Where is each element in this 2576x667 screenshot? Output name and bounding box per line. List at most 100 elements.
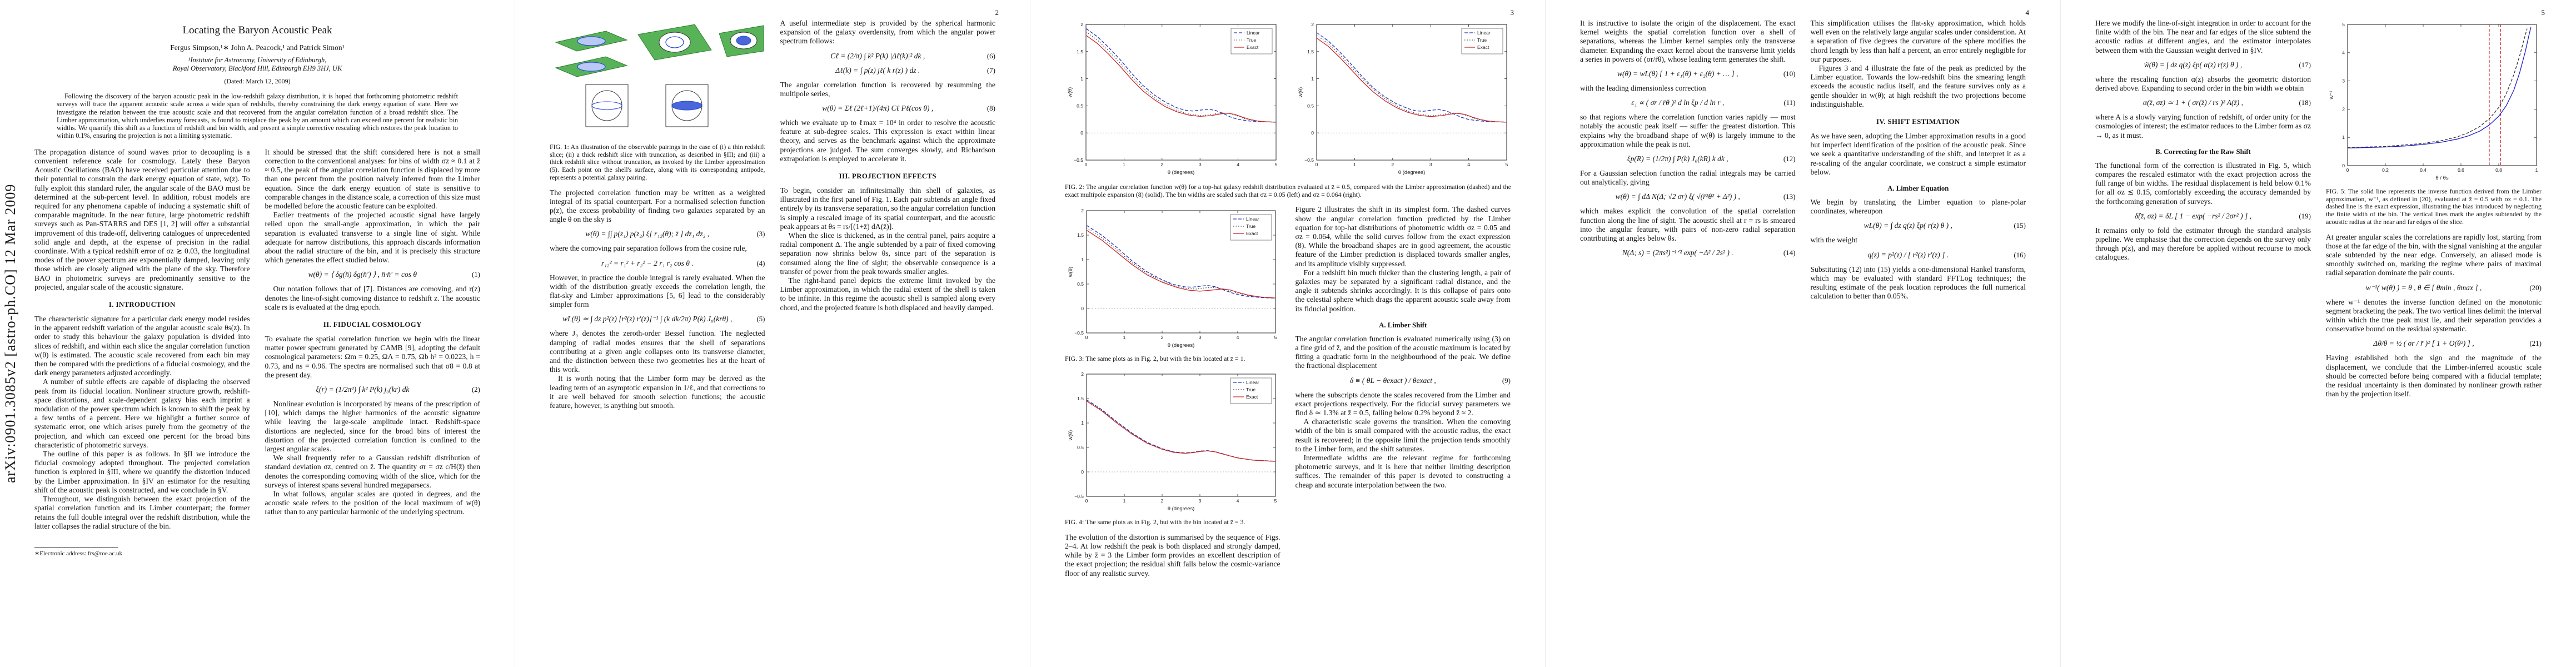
svg-text:True: True [1247,37,1256,43]
svg-text:True: True [1246,387,1255,392]
svg-text:3: 3 [1198,335,1201,340]
column-left: 0 1 2 3 4 5 2 1.5 1 0.5 0 −0.5 Linear True Exact θ (deg… [1065,205,1280,578]
equation-body: w⁻¹( w(θ) ) = θ , θ ∈ [ θmin , θmax ] , [2365,283,2482,292]
svg-text:1: 1 [1081,257,1084,262]
display-equation: q(z) ≡ p²(z) / [ r²(z) r′(z) ] . (16) [1811,251,2026,260]
equation-body: Δℓ(k) = ∫ p(z) jℓ( k r(z) ) dz . [835,66,920,74]
display-equation: w(θ) = wL(θ) [ 1 + ε₁(θ) + ε₂(θ) + … ] ,… [1580,69,1796,78]
equation-body: r₁₂² = r₁² + r₂² − 2 r₁ r₂ cos θ . [601,258,694,267]
svg-text:0.5: 0.5 [1077,103,1083,108]
column-right: A useful intermediate step is provided b… [780,19,996,410]
body-paragraph: It is worth noting that the Limber form … [550,374,765,410]
body-paragraph: To begin, consider an infinitesimally th… [780,186,996,231]
equation-number: (13) [1783,192,1796,201]
page-number: 4 [2025,8,2030,17]
body-paragraph: Nonlinear evolution is incorporated by m… [265,400,481,454]
display-equation: w̃(θ) = ∫ dz q(z) ξp( α(z) r(z) θ ) , (17… [2095,61,2311,69]
body-paragraph: where the comoving pair separation follo… [550,244,747,253]
display-equation: w(θ) = ⟨ δg(n̂) δg(n̂′) ⟩ , n̂·n̂′ = cos… [265,270,480,279]
svg-text:w(θ): w(θ) [1068,430,1074,441]
svg-text:−0.5: −0.5 [1074,330,1084,336]
svg-text:Exact: Exact [1246,394,1258,400]
svg-text:Linear: Linear [1246,216,1259,222]
svg-text:1: 1 [1353,162,1356,167]
column-left: It is instructive to isolate the origin … [1580,19,1796,301]
svg-text:1: 1 [1081,420,1084,426]
equation-number: (14) [1783,248,1796,257]
svg-text:Exact: Exact [1477,44,1489,50]
fig2b-container: 0 1 2 3 4 5 2 1.5 1 0.5 0 −0.5 Linear True Exact θ (deg… [1296,20,1511,180]
equation-body: ξ(r) = (1/2π²) ∫ k² P(k) j₀(kr) dk [316,385,410,394]
svg-text:5: 5 [1275,162,1278,167]
equation-number: (9) [1502,376,1511,385]
svg-text:True: True [1246,223,1255,229]
svg-text:1.5: 1.5 [1077,49,1083,54]
svg-text:5: 5 [1506,162,1508,167]
page-5: 5 Here we modify the line-of-sight integ… [2061,0,2576,667]
body-paragraph: so that regions where the correlation fu… [1580,113,1796,148]
body-paragraph: The functional form of the correction is… [2095,161,2311,206]
body-paragraph: A number of subtle effects are capable o… [34,377,250,449]
svg-text:1.5: 1.5 [1077,232,1084,238]
body-paragraph: The projected correlation function may b… [550,188,765,224]
plot-canvas: 0 0.2 0.4 0.6 0.8 1 5 4 3 2 1 0 θ / θs w⁻¹ [2329,22,2538,181]
subsection-heading: A. Limber Equation [1887,185,1949,193]
figure-caption: FIG. 5: The solid line represents the in… [2326,187,2542,226]
page-3: 3 0 1 2 3 4 5 2 1.5 1 0.5 0 −0.5 Linear True Exact θ (d… [1030,0,1546,667]
svg-text:1: 1 [2535,167,2538,173]
figure-caption: FIG. 4: The same plots as in Fig. 2, but… [1065,518,1245,526]
equation-number: (12) [1783,155,1796,163]
body-paragraph: Figures 3 and 4 illustrate the fate of t… [1810,64,2026,108]
page-1: arXiv:0901.3085v2 [astro-ph.CO] 12 Mar 2… [0,0,515,667]
svg-text:θ / θs: θ / θs [2435,175,2448,181]
equation-body: Cℓ = (2/π) ∫ k² P(k) |Δℓ(k)|² dk , [830,51,925,60]
svg-text:w(θ): w(θ) [1067,87,1073,98]
body-paragraph: A characteristic scale governs the trans… [1295,417,1511,453]
display-equation: ξ(r) = (1/2π²) ∫ k² P(k) j₀(kr) dk (2) [265,385,480,394]
equation-number: (19) [2299,211,2311,220]
equation-number: (17) [2299,60,2311,69]
svg-text:5: 5 [1274,498,1277,504]
svg-text:1: 1 [1080,76,1083,82]
equation-number: (18) [2299,98,2311,107]
svg-text:2: 2 [1391,162,1394,167]
column-left: Here we modify the line-of-sight integra… [2095,19,2311,399]
equation-number: (3) [756,230,765,238]
display-equation: r₁₂² = r₁² + r₂² − 2 r₁ r₂ cos θ . (4) [550,259,765,268]
svg-text:2: 2 [1160,162,1163,167]
equation-body: ξp(R) = (1/2π) ∫ P(k) J₀(kR) k dk , [1627,155,1728,163]
section-heading: I. INTRODUCTION [108,301,176,309]
svg-text:0: 0 [1081,306,1084,311]
svg-text:0: 0 [2342,163,2345,168]
body-paragraph: where w⁻¹ denotes the inverse function d… [2326,297,2542,334]
equation-number: (7) [986,66,995,74]
equation-body: α(z̄, σz) ≃ 1 + ( σr(z̄) / rs )² A(z̄) , [2143,98,2243,107]
svg-text:3: 3 [1199,162,1202,167]
equation-number: (5) [756,315,765,323]
body-paragraph: The propagation distance of sound waves … [34,147,250,291]
display-equation: δ ≡ ( θL − θexact ) / θexact , (9) [1296,376,1511,385]
body-paragraph: This simplification utilises the flat-sk… [1810,19,2026,63]
svg-text:1: 1 [1123,498,1125,504]
equation-body: w(θ) = Σℓ (2ℓ+1)/(4π) Cℓ Pℓ(cos θ) , [822,104,934,113]
body-paragraph: Here we modify the line-of-sight integra… [2095,19,2311,54]
body-paragraph: which makes explicit the convolution of … [1580,207,1796,243]
equation-number: (20) [2529,283,2542,292]
body-paragraph: For a redshift bin much thicker than the… [1295,268,1511,313]
arxiv-stamp: arXiv:0901.3085v2 [astro-ph.CO] 12 Mar 2… [2,183,18,484]
affiliation-line-1: ¹Institute for Astronomy, University of … [188,56,327,64]
svg-text:Exact: Exact [1246,231,1258,236]
page-number: 3 [1510,8,1514,17]
title-block: Locating the Baryon Acoustic Peak Fergus… [34,24,480,140]
svg-text:1: 1 [1123,335,1125,340]
equation-number: (2) [471,385,480,394]
body-paragraph: Having established both the sign and the… [2326,354,2542,399]
svg-text:1: 1 [1311,76,1314,82]
figure-caption: FIG. 3: The same plots as in Fig. 2, but… [1065,355,1245,363]
svg-text:θ (degrees): θ (degrees) [1398,170,1426,176]
display-equation: δ̂(z̄, σz) = δL [ 1 − exp( −rs² / 2σr² )… [2095,212,2311,221]
equation-number: (1) [471,270,480,279]
equation-number: (8) [986,104,995,113]
